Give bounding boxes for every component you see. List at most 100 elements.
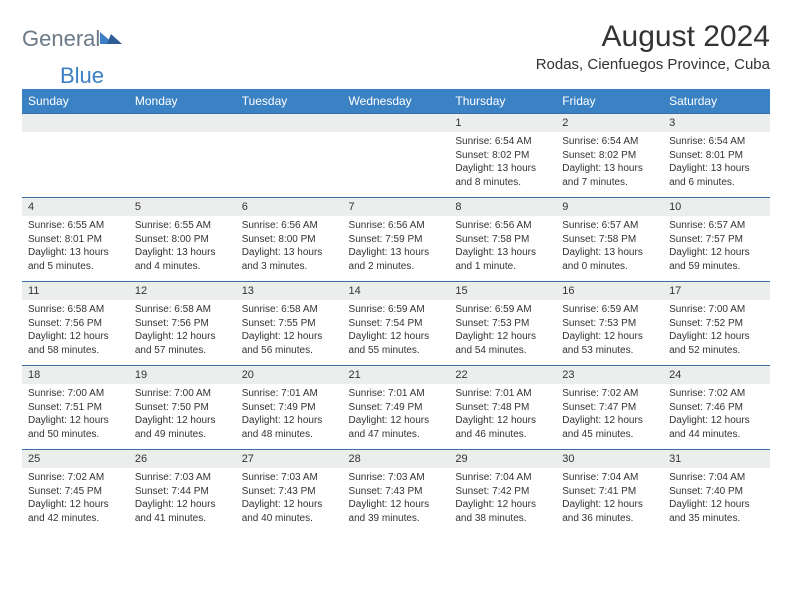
sunrise-text: Sunrise: 7:02 AM <box>562 387 657 401</box>
day-number: 2 <box>556 114 663 133</box>
sunrise-text: Sunrise: 7:02 AM <box>669 387 764 401</box>
day-number: 11 <box>22 282 129 301</box>
sunset-text: Sunset: 7:43 PM <box>242 485 337 499</box>
day-cell: Sunrise: 6:57 AMSunset: 7:57 PMDaylight:… <box>663 216 770 282</box>
day-cell <box>236 132 343 198</box>
sunrise-text: Sunrise: 6:58 AM <box>28 303 123 317</box>
sunrise-text: Sunrise: 7:00 AM <box>135 387 230 401</box>
sunset-text: Sunset: 7:42 PM <box>455 485 550 499</box>
sunset-text: Sunset: 7:53 PM <box>562 317 657 331</box>
sunrise-text: Sunrise: 7:01 AM <box>349 387 444 401</box>
day-number-row: 18192021222324 <box>22 366 770 385</box>
day-cell: Sunrise: 7:00 AMSunset: 7:50 PMDaylight:… <box>129 384 236 450</box>
day-content-row: Sunrise: 6:55 AMSunset: 8:01 PMDaylight:… <box>22 216 770 282</box>
day-number <box>22 114 129 133</box>
day-cell: Sunrise: 7:02 AMSunset: 7:47 PMDaylight:… <box>556 384 663 450</box>
day-cell: Sunrise: 6:56 AMSunset: 8:00 PMDaylight:… <box>236 216 343 282</box>
day-cell: Sunrise: 6:54 AMSunset: 8:02 PMDaylight:… <box>556 132 663 198</box>
sunrise-text: Sunrise: 7:04 AM <box>669 471 764 485</box>
day-content-row: Sunrise: 7:02 AMSunset: 7:45 PMDaylight:… <box>22 468 770 533</box>
daylight-text: Daylight: 12 hours and 39 minutes. <box>349 498 444 525</box>
daylight-text: Daylight: 12 hours and 48 minutes. <box>242 414 337 441</box>
day-cell: Sunrise: 7:03 AMSunset: 7:44 PMDaylight:… <box>129 468 236 533</box>
day-cell: Sunrise: 7:04 AMSunset: 7:42 PMDaylight:… <box>449 468 556 533</box>
sunrise-text: Sunrise: 7:03 AM <box>242 471 337 485</box>
sunset-text: Sunset: 7:51 PM <box>28 401 123 415</box>
day-number <box>343 114 450 133</box>
daylight-text: Daylight: 12 hours and 57 minutes. <box>135 330 230 357</box>
daylight-text: Daylight: 12 hours and 59 minutes. <box>669 246 764 273</box>
sunset-text: Sunset: 7:44 PM <box>135 485 230 499</box>
sunset-text: Sunset: 7:53 PM <box>455 317 550 331</box>
sunrise-text: Sunrise: 7:02 AM <box>28 471 123 485</box>
sunset-text: Sunset: 7:50 PM <box>135 401 230 415</box>
day-cell: Sunrise: 7:01 AMSunset: 7:49 PMDaylight:… <box>343 384 450 450</box>
daylight-text: Daylight: 12 hours and 40 minutes. <box>242 498 337 525</box>
day-cell: Sunrise: 6:55 AMSunset: 8:01 PMDaylight:… <box>22 216 129 282</box>
daylight-text: Daylight: 13 hours and 8 minutes. <box>455 162 550 189</box>
day-number: 30 <box>556 450 663 469</box>
logo-blue-text: Blue <box>60 63 104 88</box>
daylight-text: Daylight: 12 hours and 52 minutes. <box>669 330 764 357</box>
logo-triangle-icon <box>100 28 122 51</box>
daylight-text: Daylight: 12 hours and 49 minutes. <box>135 414 230 441</box>
sunrise-text: Sunrise: 7:01 AM <box>455 387 550 401</box>
sunset-text: Sunset: 7:56 PM <box>28 317 123 331</box>
day-cell <box>22 132 129 198</box>
sunset-text: Sunset: 7:52 PM <box>669 317 764 331</box>
sunset-text: Sunset: 7:43 PM <box>349 485 444 499</box>
day-number: 5 <box>129 198 236 217</box>
day-number: 28 <box>343 450 450 469</box>
day-cell: Sunrise: 7:02 AMSunset: 7:45 PMDaylight:… <box>22 468 129 533</box>
sunrise-text: Sunrise: 6:57 AM <box>562 219 657 233</box>
day-cell: Sunrise: 6:55 AMSunset: 8:00 PMDaylight:… <box>129 216 236 282</box>
sunset-text: Sunset: 7:59 PM <box>349 233 444 247</box>
day-number: 21 <box>343 366 450 385</box>
day-header-row: SundayMondayTuesdayWednesdayThursdayFrid… <box>22 89 770 114</box>
sunrise-text: Sunrise: 6:55 AM <box>135 219 230 233</box>
sunset-text: Sunset: 7:41 PM <box>562 485 657 499</box>
logo: General <box>22 20 124 52</box>
page-root: General August 2024 Rodas, Cienfuegos Pr… <box>0 0 792 553</box>
day-number: 4 <box>22 198 129 217</box>
day-number: 23 <box>556 366 663 385</box>
day-number: 18 <box>22 366 129 385</box>
location-text: Rodas, Cienfuegos Province, Cuba <box>536 56 770 73</box>
sunset-text: Sunset: 7:58 PM <box>455 233 550 247</box>
daylight-text: Daylight: 12 hours and 50 minutes. <box>28 414 123 441</box>
sunrise-text: Sunrise: 6:56 AM <box>455 219 550 233</box>
day-cell: Sunrise: 7:00 AMSunset: 7:52 PMDaylight:… <box>663 300 770 366</box>
day-number-row: 11121314151617 <box>22 282 770 301</box>
day-cell: Sunrise: 6:58 AMSunset: 7:56 PMDaylight:… <box>22 300 129 366</box>
sunrise-text: Sunrise: 6:55 AM <box>28 219 123 233</box>
day-cell: Sunrise: 6:56 AMSunset: 7:58 PMDaylight:… <box>449 216 556 282</box>
day-number: 9 <box>556 198 663 217</box>
calendar-table: SundayMondayTuesdayWednesdayThursdayFrid… <box>22 89 770 533</box>
day-content-row: Sunrise: 6:54 AMSunset: 8:02 PMDaylight:… <box>22 132 770 198</box>
sunset-text: Sunset: 7:48 PM <box>455 401 550 415</box>
day-number: 8 <box>449 198 556 217</box>
sunset-text: Sunset: 8:00 PM <box>242 233 337 247</box>
day-header: Friday <box>556 89 663 114</box>
day-number: 15 <box>449 282 556 301</box>
day-cell: Sunrise: 6:57 AMSunset: 7:58 PMDaylight:… <box>556 216 663 282</box>
daylight-text: Daylight: 13 hours and 7 minutes. <box>562 162 657 189</box>
day-number: 24 <box>663 366 770 385</box>
sunrise-text: Sunrise: 7:01 AM <box>242 387 337 401</box>
daylight-text: Daylight: 12 hours and 38 minutes. <box>455 498 550 525</box>
sunset-text: Sunset: 7:57 PM <box>669 233 764 247</box>
day-cell: Sunrise: 6:59 AMSunset: 7:53 PMDaylight:… <box>556 300 663 366</box>
daylight-text: Daylight: 12 hours and 54 minutes. <box>455 330 550 357</box>
sunset-text: Sunset: 7:58 PM <box>562 233 657 247</box>
day-number: 19 <box>129 366 236 385</box>
day-number: 26 <box>129 450 236 469</box>
day-number: 20 <box>236 366 343 385</box>
day-number: 17 <box>663 282 770 301</box>
daylight-text: Daylight: 12 hours and 55 minutes. <box>349 330 444 357</box>
sunset-text: Sunset: 7:49 PM <box>242 401 337 415</box>
day-header: Monday <box>129 89 236 114</box>
day-number: 6 <box>236 198 343 217</box>
day-number: 14 <box>343 282 450 301</box>
day-number: 16 <box>556 282 663 301</box>
sunset-text: Sunset: 8:02 PM <box>455 149 550 163</box>
